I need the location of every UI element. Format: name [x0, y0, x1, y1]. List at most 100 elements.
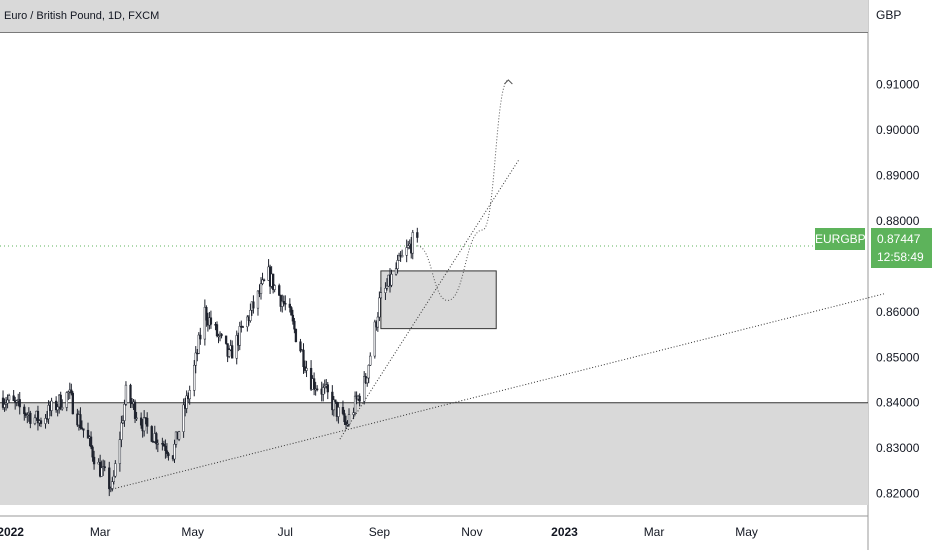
candle-body	[379, 292, 383, 299]
x-tick-label-5: Nov	[461, 525, 482, 539]
candle-body	[197, 334, 200, 354]
candle-body	[209, 317, 213, 325]
candle-body	[288, 303, 291, 308]
x-tick-label-0: 2022	[0, 525, 24, 539]
projection-path[interactable]	[417, 79, 509, 301]
candle-body	[146, 417, 149, 427]
last-price-symbol-badge: EURGBP	[815, 228, 866, 250]
candle-body	[56, 406, 59, 411]
candle-body	[305, 367, 308, 371]
x-tick-label-3: Jul	[278, 525, 293, 539]
candle-body	[33, 417, 37, 424]
candle-body	[15, 400, 18, 403]
candle-body	[344, 421, 348, 425]
y-tick-label-2: 0.89000	[876, 168, 920, 182]
candle-body	[103, 466, 106, 469]
x-tick-label-1: Mar	[90, 525, 111, 539]
candle-body	[12, 395, 15, 401]
candle-body	[193, 364, 196, 391]
candle-body	[167, 453, 170, 456]
candle-body	[284, 302, 287, 305]
candle-body	[54, 400, 58, 411]
candle-body	[29, 412, 32, 424]
candle-body	[123, 404, 126, 421]
candle-body	[302, 349, 305, 368]
candle-body	[322, 387, 325, 395]
candle-body	[241, 326, 244, 328]
y-tick-label-8: 0.82000	[876, 487, 920, 501]
candle-body	[65, 392, 68, 408]
candle-body	[111, 481, 114, 489]
candle-body	[82, 428, 85, 431]
candle-body	[71, 392, 74, 415]
candle-body	[334, 399, 337, 403]
candle-body	[290, 307, 293, 316]
candle-body	[188, 390, 191, 400]
candle-body	[358, 395, 361, 402]
candle-body	[150, 426, 153, 442]
candle-body	[59, 394, 62, 410]
last-price-badge: 0.87447 12:58:49	[871, 228, 932, 268]
candle-body	[156, 443, 159, 445]
support-zone-0[interactable]	[0, 402, 868, 505]
candle-body	[135, 417, 138, 420]
candle-body	[294, 328, 298, 343]
candle-body	[293, 320, 296, 330]
candle-body	[143, 417, 146, 432]
y-tick-label-3: 0.88000	[876, 214, 920, 228]
candle-body	[405, 247, 408, 256]
candle-body	[26, 414, 29, 416]
candle-body	[384, 287, 387, 293]
candle-body	[70, 389, 73, 394]
candle-body	[47, 405, 50, 420]
candle-body	[44, 418, 47, 424]
candle-body	[203, 307, 207, 340]
y-tick-label-6: 0.84000	[876, 396, 920, 410]
candle-body	[18, 399, 21, 408]
candle-body	[390, 273, 393, 286]
candle-body	[396, 260, 399, 269]
candle-body	[112, 475, 115, 482]
candle-body	[129, 384, 132, 403]
candle-body	[346, 423, 349, 426]
candle-body	[323, 385, 326, 388]
candle-body	[4, 402, 8, 405]
candle-body	[89, 436, 93, 448]
candle-body	[366, 377, 369, 384]
candle-body	[256, 290, 260, 309]
trendline-0[interactable]	[112, 293, 885, 490]
candle-body	[177, 431, 181, 440]
candle-body	[194, 352, 197, 366]
candle-body	[385, 285, 389, 289]
support-zone-1[interactable]	[380, 270, 497, 330]
candle-body	[121, 420, 125, 424]
candle-body	[185, 395, 188, 409]
symbol-title[interactable]: Euro / British Pound, 1D, FXCM	[4, 10, 160, 22]
candle-body	[316, 388, 319, 391]
candle-body	[238, 326, 241, 346]
candle-body	[199, 334, 202, 340]
candle-body	[162, 443, 166, 447]
candle-body	[7, 395, 11, 401]
candle-body	[91, 446, 94, 458]
currency-label: GBP	[876, 8, 902, 22]
candle-body	[279, 295, 282, 307]
candle-body	[326, 384, 329, 393]
candle-body	[36, 410, 40, 424]
candle-body	[282, 300, 285, 304]
candle-body	[165, 450, 169, 454]
candle-body	[118, 439, 122, 464]
candle-body	[205, 307, 208, 321]
x-tick-label-7: Mar	[644, 525, 665, 539]
trendline-1[interactable]	[339, 159, 520, 440]
y-tick-label-7: 0.83000	[876, 441, 920, 455]
candle-body	[23, 406, 26, 415]
candle-body	[114, 463, 117, 477]
candle-body	[224, 335, 228, 344]
candle-body	[161, 443, 164, 445]
candle-body	[6, 399, 9, 404]
bar-countdown: 12:58:49	[877, 250, 924, 264]
candle-body	[262, 279, 266, 282]
candle-body	[108, 467, 111, 490]
